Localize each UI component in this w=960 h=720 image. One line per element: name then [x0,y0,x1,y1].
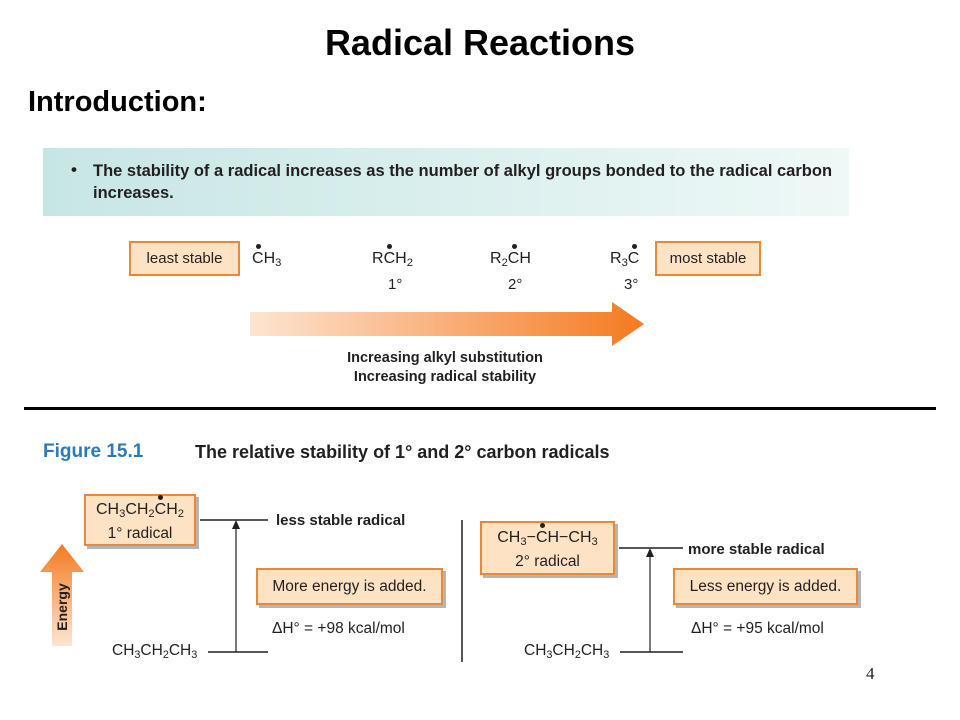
primary-radical-formula: CH3CH2CH2 [95,501,185,520]
section-heading: Introduction: [28,86,207,118]
radical-tertiary: R3C [610,250,640,269]
least-stable-box: least stable [129,241,240,276]
energy-axis-label-box: Energy [52,575,72,645]
arrow-caption-line1: Increasing alkyl substitution [347,350,543,366]
more-energy-box: More energy is added. [256,568,443,605]
arrow-caption: Increasing alkyl substitution Increasing… [300,349,590,387]
degree-secondary: 2° [508,276,523,293]
less-stable-radical-label: less stable radical [276,512,406,529]
more-stable-radical-label: more stable radical [688,541,825,558]
more-energy-note: More energy is added. [272,577,427,595]
bullet-text: The stability of a radical increases as … [93,162,833,202]
bullet-symbol: • [71,160,77,179]
propane-right: CH3CH2CH3 [524,642,610,661]
figure-label: Figure 15.1 [43,441,144,462]
secondary-radical-box: CH3−CH−CH3 2° radical [480,521,615,575]
page-number: 4 [866,664,875,683]
most-stable-label: most stable [669,250,747,267]
less-energy-box: Less energy is added. [673,568,858,605]
degree-primary: 1° [388,276,403,293]
less-energy-note: Less energy is added. [689,577,842,595]
secondary-radical-formula: CH3−CH−CH3 [497,529,598,548]
radical-primary: RCH2 [372,250,413,269]
bullet-box: • The stability of a radical increases a… [43,148,849,216]
energy-axis-label: Energy [54,583,70,631]
energy-diagram [40,519,683,662]
primary-radical-box: CH3CH2CH2 1° radical [84,494,196,546]
stability-arrow [250,302,644,346]
radical-methyl: CH3 [252,250,282,269]
propane-left: CH3CH2CH3 [112,642,198,661]
delta-h-primary: ΔH° = +98 kcal/mol [272,620,405,637]
secondary-radical-type: 2° radical [515,553,580,570]
arrow-caption-line2: Increasing radical stability [353,369,537,385]
delta-h-secondary: ΔH° = +95 kcal/mol [691,620,824,637]
degree-tertiary: 3° [624,276,639,293]
figure-caption: The relative stability of 1° and 2° carb… [195,442,610,462]
primary-radical-type: 1° radical [107,525,173,542]
radical-secondary: R2CH [490,250,531,269]
least-stable-label: least stable [146,250,223,267]
divider-line [24,407,936,410]
most-stable-box: most stable [655,241,761,276]
slide-title: Radical Reactions [324,22,636,63]
